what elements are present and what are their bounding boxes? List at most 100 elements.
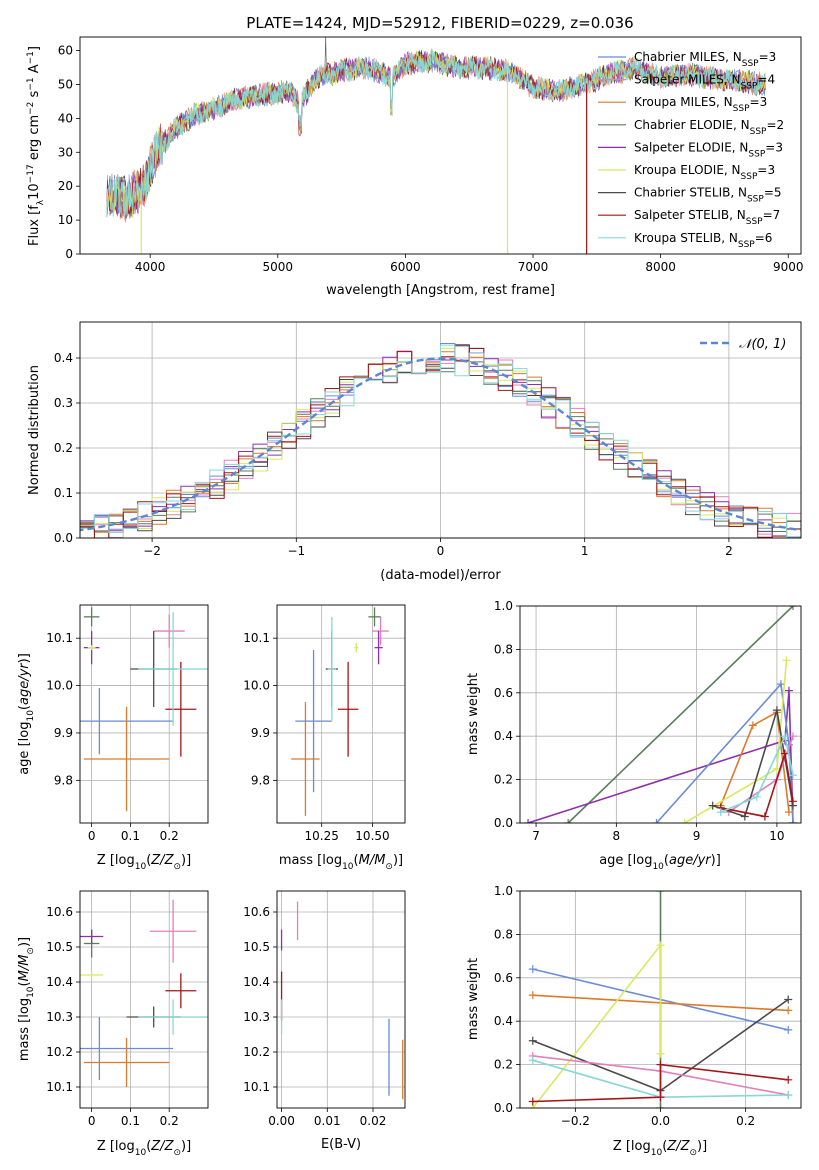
mwZ-marker-kroupa_elodie <box>656 941 665 950</box>
label-part: )] <box>393 853 403 868</box>
massE-xtick-label: 0.01 <box>314 1114 341 1128</box>
mwZ-ytick-label: 0.2 <box>494 1058 513 1072</box>
ageM-ytick-label: 9.9 <box>251 726 270 740</box>
label-part: ⊙ <box>26 947 36 955</box>
massZ-frame <box>79 890 209 1109</box>
label-part: =3 <box>757 163 775 177</box>
legend-label-chabrier_elodie: Chabrier ELODIE, NSSP=2 <box>634 118 784 137</box>
hist-ylabel: Normed distribution <box>27 365 42 495</box>
label-part: Z/Z <box>150 853 174 868</box>
mwAge-xtick-label: 7 <box>532 829 540 843</box>
mwAge-marker-kroupa_stelib <box>752 792 761 801</box>
legend-label-salpeter_elodie: Salpeter ELODIE, NSSP=3 <box>634 140 783 159</box>
hist-ytick-label: 0.3 <box>54 396 73 410</box>
hist-normal-curve <box>80 357 801 532</box>
label-part: Chabrier MILES, N <box>634 50 742 64</box>
legend-label-chabrier_stelib: Chabrier STELIB, NSSP=5 <box>634 186 782 205</box>
mwAge-marker-salpeter_stelib <box>780 749 789 758</box>
massZ-ytick-label: 10.2 <box>46 1045 73 1059</box>
mwAge-marker-kroupa_stelib <box>780 732 789 741</box>
ageM-axes: 10.25 10.50 9.8 9.9 10.0 10.1 <box>243 604 406 843</box>
label-part: Salpeter ELODIE, N <box>634 140 748 154</box>
mwAge-marker-chabrier_miles <box>652 819 661 823</box>
mwAge-ytick-label: 0.2 <box>494 773 513 787</box>
label-part: ( <box>354 853 359 868</box>
label-part: M/M <box>359 853 386 868</box>
mwAge-marker-chabrier_stelib <box>740 812 749 821</box>
massE-ytick-label: 10.6 <box>243 905 270 919</box>
label-part: −1 <box>26 51 36 64</box>
mwAge-marker-chabrier_stelib <box>772 706 781 715</box>
ageM-xtick-label: 10.25 <box>305 829 339 843</box>
hist-plot-area <box>80 343 801 538</box>
label-part: Z/Z <box>150 1139 174 1154</box>
mwAge-line-salpeter_stelib <box>720 753 794 818</box>
label-part: 10 <box>27 183 42 200</box>
spectrum-xtick-label: 7000 <box>518 260 549 274</box>
mwAge-marker-chabrier_elodie <box>564 819 573 823</box>
spectrum-ytick-label: 60 <box>58 44 73 58</box>
label-part: 10 <box>651 1148 663 1158</box>
massZ-ylabel: mass [log10(M/M⊙)] <box>17 937 36 1061</box>
spectrum-line-kroupa_elodie <box>106 50 766 219</box>
hist-xtick-label: −1 <box>287 544 305 558</box>
label-part: SSP <box>746 217 763 227</box>
mwAge-xtick-label: 8 <box>613 829 621 843</box>
ageM-plot-area <box>291 607 389 816</box>
mwAge-marker-kroupa_stelib <box>716 808 725 817</box>
label-part: 10 <box>26 986 36 998</box>
mwAge-frame <box>519 605 802 824</box>
mwAge-marker-kroupa_stelib <box>788 771 797 780</box>
label-part: ( <box>17 705 32 710</box>
mwAge-line-salpeter_elodie <box>527 690 794 823</box>
ageZ-ylabel: age [log10(age/yr)] <box>17 653 36 775</box>
label-part: =3 <box>750 95 768 109</box>
mwAge-ytick-label: 1.0 <box>494 599 513 613</box>
label-part: =5 <box>764 186 782 200</box>
hist-ytick-label: 0.1 <box>54 486 73 500</box>
spectrum-frame <box>79 36 802 255</box>
mwZ-marker-salpeter_stelib <box>656 1093 665 1102</box>
figure-title: PLATE=1424, MJD=52912, FIBERID=0229, z=0… <box>246 14 633 32</box>
mwAge-line-kroupa_stelib <box>720 733 794 813</box>
label-part: −2 <box>26 102 36 115</box>
ageZ-ytick-label: 10.0 <box>46 679 73 693</box>
label-part: ⊙ <box>173 862 181 872</box>
legend-label-kroupa_stelib: Kroupa STELIB, NSSP=6 <box>634 231 772 250</box>
label-part: SSP <box>741 172 758 182</box>
hist-xtick-label: 0 <box>437 544 445 558</box>
label-part: ( <box>146 853 151 868</box>
label-part: Z [log <box>613 1139 651 1154</box>
label-part: ⊙ <box>173 1148 181 1158</box>
label-part: erg cm <box>27 115 42 164</box>
ageM-ytick-label: 9.8 <box>251 773 270 787</box>
mwAge-line-chabrier_miles <box>655 682 794 823</box>
spectrum-plot-area <box>106 37 766 254</box>
label-part: 10 <box>26 710 36 722</box>
label-part: )] <box>17 937 32 947</box>
mwAge-marker-chabrier_elodie <box>788 606 797 610</box>
mwAge-xtick-label: 10 <box>769 829 784 843</box>
mwAge-xtick-label: 9 <box>693 829 701 843</box>
mwZ-marker-chabrier_stelib <box>784 995 793 1004</box>
spectrum-xtick-label: 9000 <box>773 260 804 274</box>
ageZ-axes: 0 0.1 0.2 9.8 9.9 10.0 10.1 <box>46 604 209 843</box>
label-part: age [log <box>17 722 32 775</box>
spectrum-ytick-label: 0 <box>65 247 73 261</box>
ageZ-plot-area <box>80 607 208 812</box>
label-part: )] <box>697 1139 707 1154</box>
mwZ-ytick-label: 1.0 <box>494 884 513 898</box>
legend-label-chabrier_miles: Chabrier MILES, NSSP=3 <box>634 50 776 69</box>
mwZ-xtick-label: −0.2 <box>561 1114 590 1128</box>
hist-frame <box>79 321 802 539</box>
spectrum-xtick-label: 4000 <box>135 260 166 274</box>
label-part: Chabrier ELODIE, N <box>634 118 750 132</box>
ageZ-ytick-label: 9.9 <box>54 726 73 740</box>
label-part: age [log <box>599 853 652 868</box>
label-part: 10 <box>652 862 664 872</box>
legend-label-kroupa_miles: Kroupa MILES, NSSP=3 <box>634 95 767 114</box>
mwAge-ytick-label: 0.0 <box>494 816 513 830</box>
mwAge-plot-area <box>524 606 797 823</box>
